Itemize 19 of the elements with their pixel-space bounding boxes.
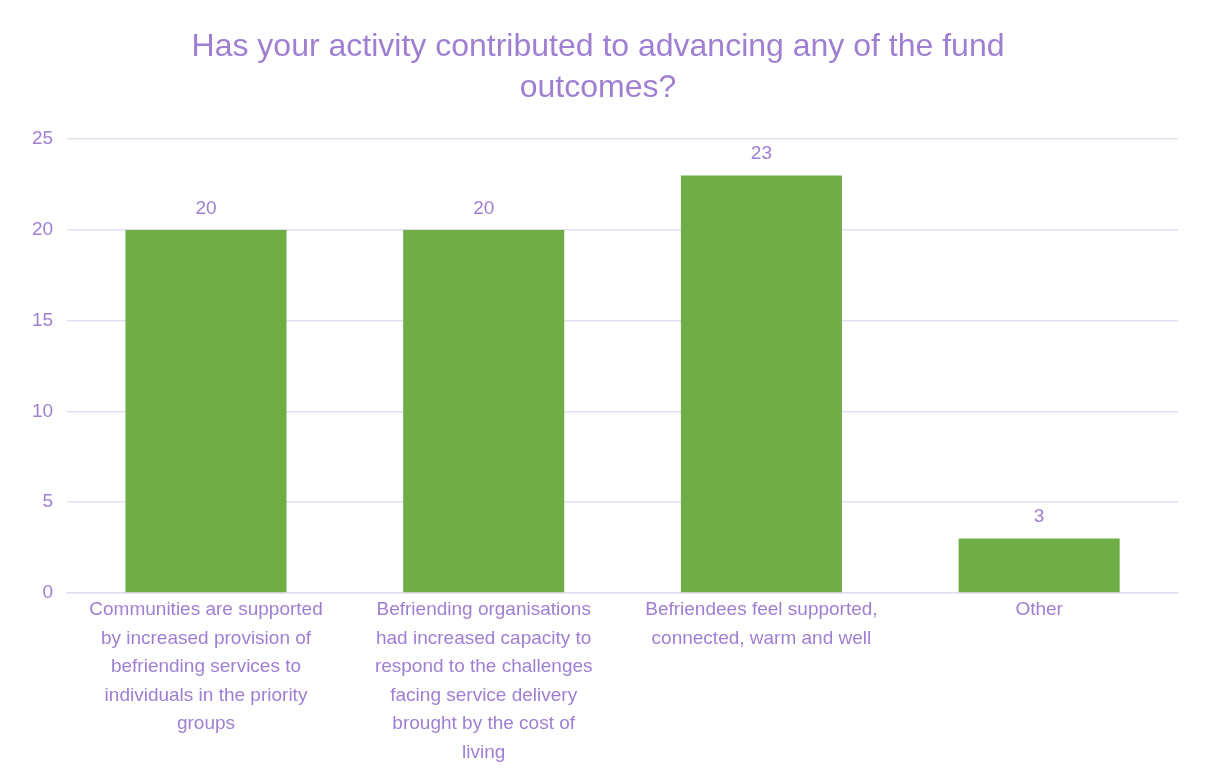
x-tick-label: Other bbox=[1015, 598, 1064, 620]
x-tick-label: Communities are supported by increased provision of befriending services to individuals in the priority groups bbox=[89, 598, 323, 734]
data-label: 20 bbox=[195, 196, 217, 218]
y-tick-label: 20 bbox=[31, 218, 54, 240]
data-label: 20 bbox=[473, 196, 495, 218]
bar bbox=[958, 538, 1120, 593]
y-tick-label: 25 bbox=[31, 127, 54, 149]
y-tick-label: 0 bbox=[42, 581, 54, 603]
y-tick-label: 15 bbox=[31, 308, 54, 330]
chart-title: Has your activity contributed to advancing any of the fund outcomes? bbox=[191, 26, 1005, 105]
x-tick-label: Befriendees feel supported, connected, warm and well bbox=[645, 598, 878, 648]
y-tick-label: 5 bbox=[42, 490, 54, 512]
bar bbox=[403, 229, 565, 593]
data-label: 23 bbox=[750, 142, 772, 164]
y-tick-label: 10 bbox=[31, 399, 54, 421]
data-label: 3 bbox=[1033, 505, 1045, 527]
bar bbox=[680, 175, 842, 593]
bar bbox=[125, 229, 287, 593]
x-tick-label: Befriending organisations had increased capacity to respond to the challenges facing service delivery brought by the cost of living bbox=[374, 598, 593, 762]
